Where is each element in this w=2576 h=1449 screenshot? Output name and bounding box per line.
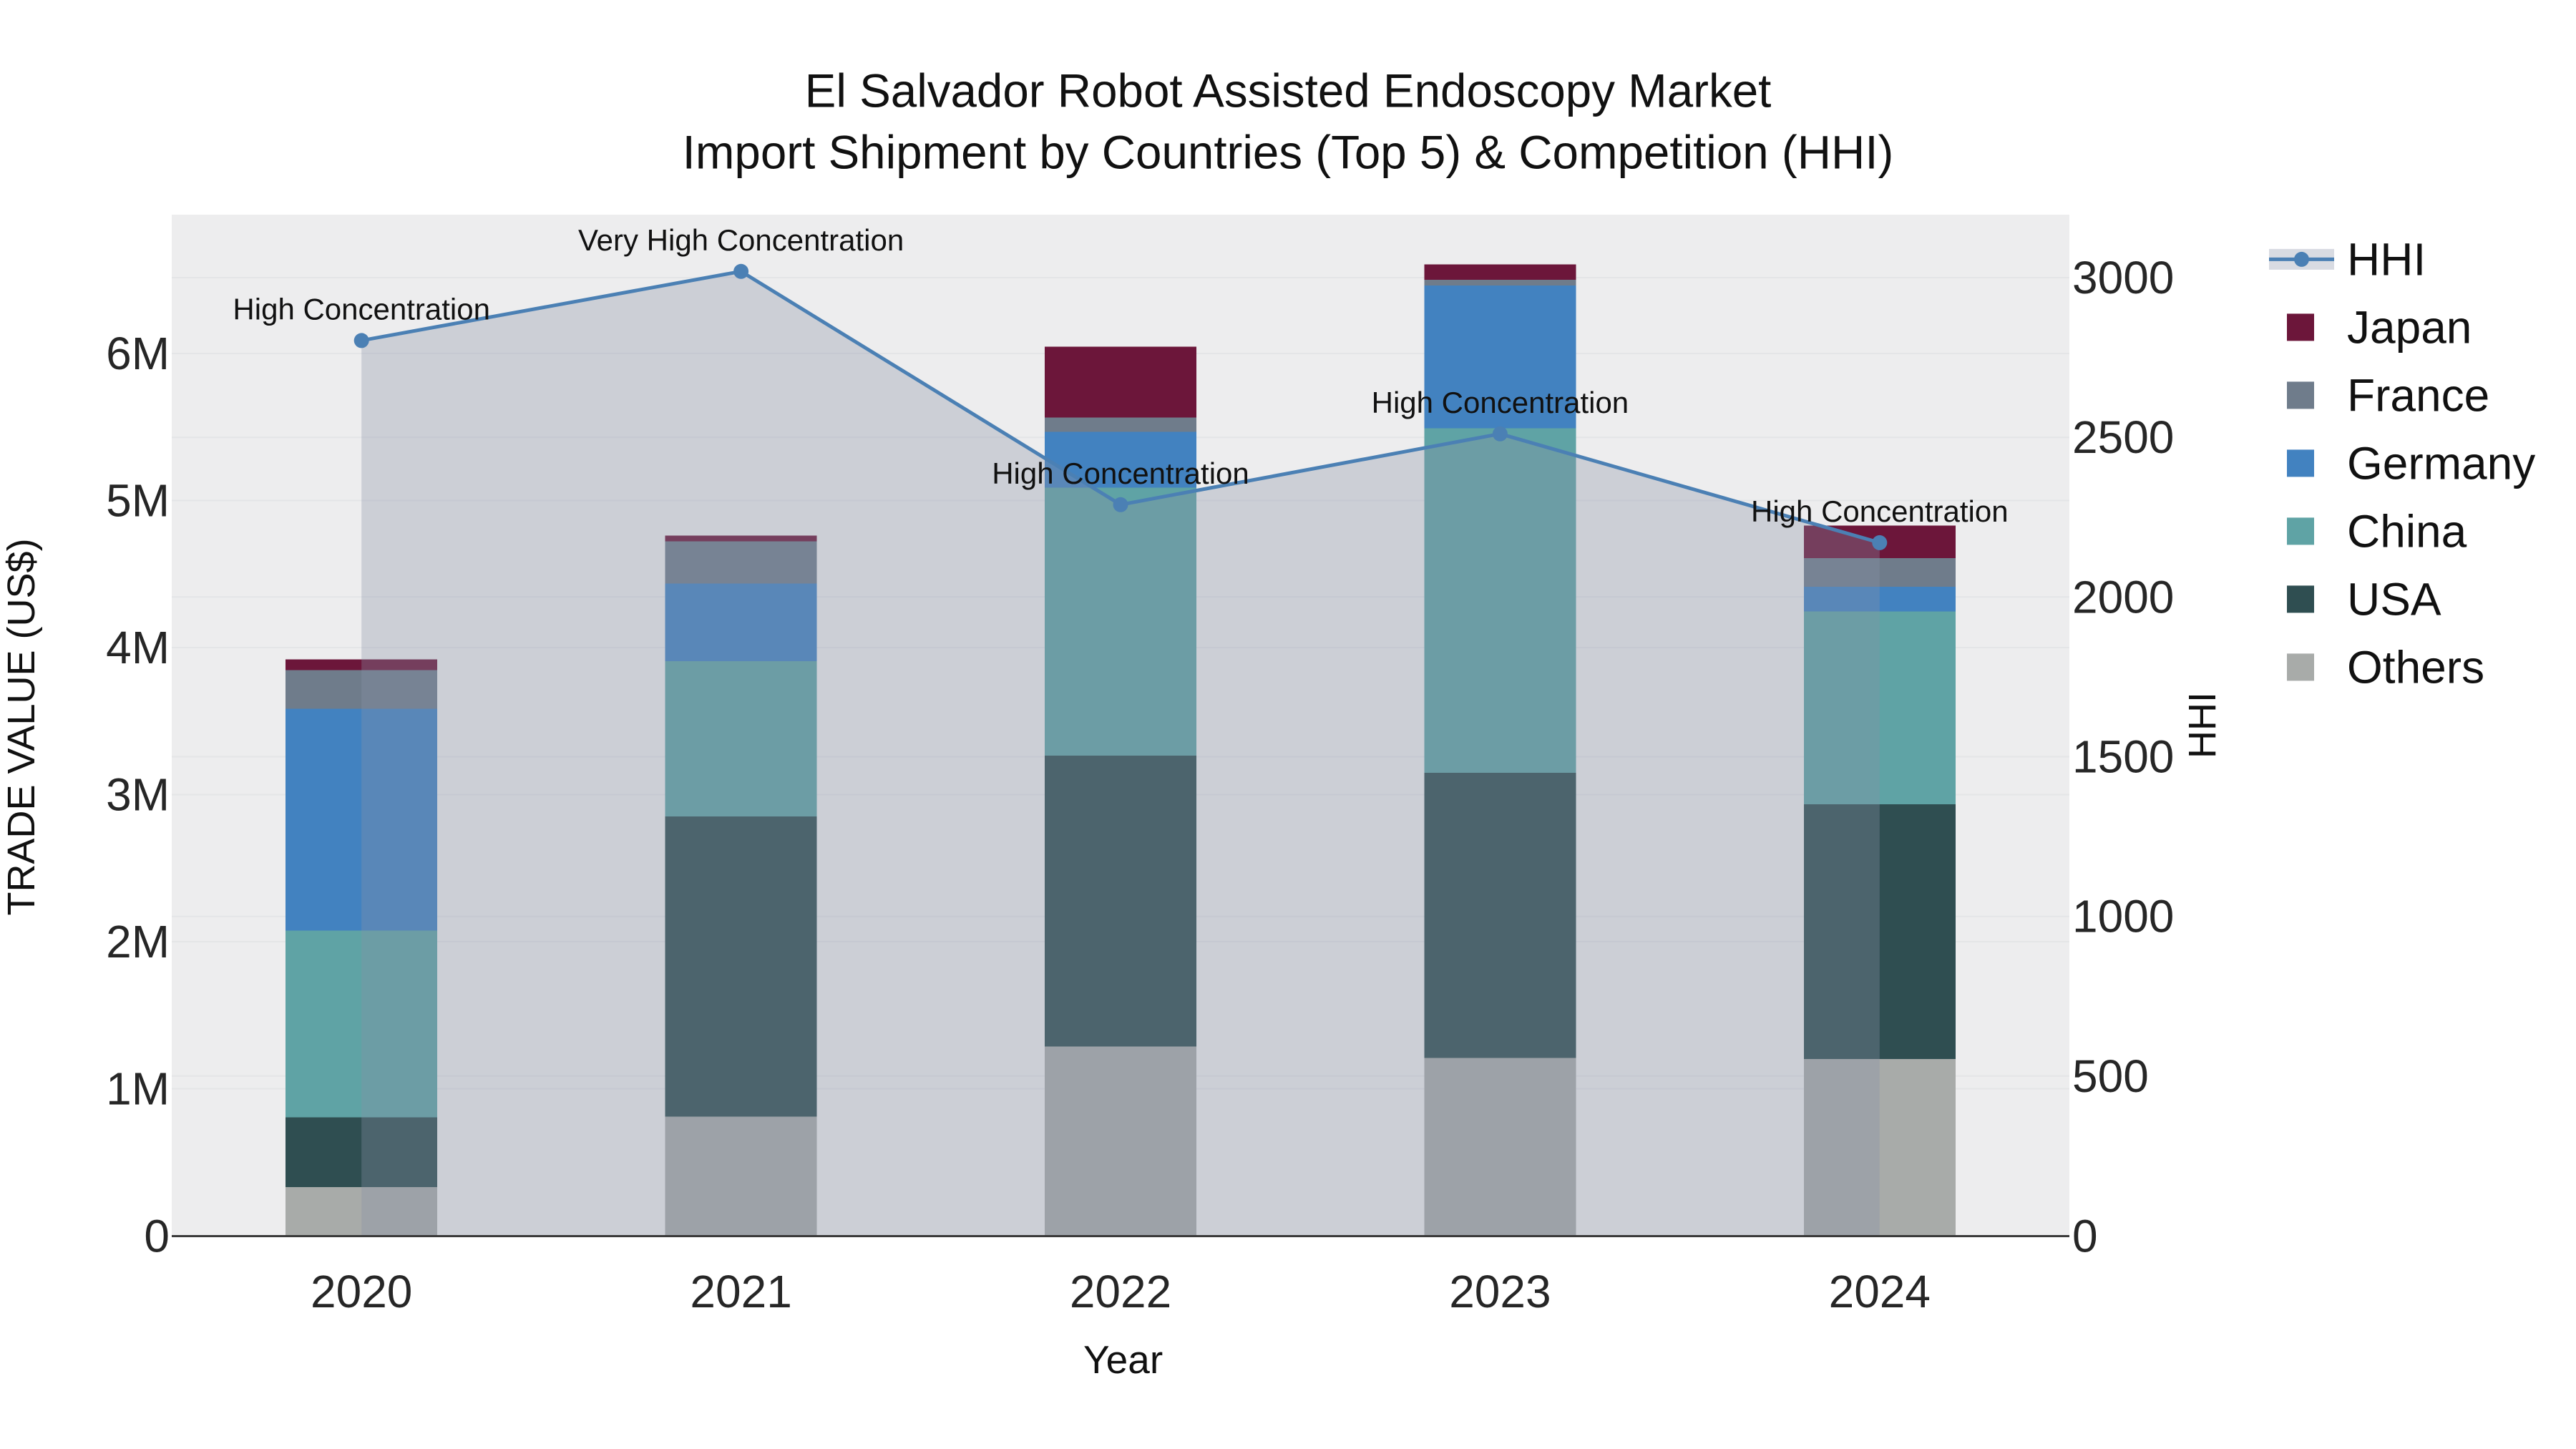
svg-text:2M: 2M <box>106 916 170 967</box>
svg-text:High Concentration: High Concentration <box>992 457 1249 490</box>
svg-text:0: 0 <box>144 1211 170 1262</box>
svg-text:3M: 3M <box>106 769 170 821</box>
svg-text:500: 500 <box>2072 1050 2149 1102</box>
svg-text:USA: USA <box>2347 573 2441 625</box>
svg-text:High Concentration: High Concentration <box>1372 386 1629 419</box>
svg-text:1M: 1M <box>106 1063 170 1115</box>
svg-text:2021: 2021 <box>690 1266 791 1317</box>
svg-text:0: 0 <box>2072 1211 2098 1262</box>
svg-text:5M: 5M <box>106 475 170 527</box>
svg-text:2023: 2023 <box>1449 1266 1551 1317</box>
svg-text:3000: 3000 <box>2072 252 2174 303</box>
svg-text:Japan: Japan <box>2347 301 2472 353</box>
svg-text:High Concentration: High Concentration <box>233 292 490 326</box>
svg-text:El Salvador Robot Assisted End: El Salvador Robot Assisted Endoscopy Mar… <box>805 64 1772 117</box>
svg-text:China: China <box>2347 505 2467 557</box>
svg-text:Others: Others <box>2347 641 2484 693</box>
svg-text:HHI: HHI <box>2347 233 2426 285</box>
svg-text:1500: 1500 <box>2072 731 2174 783</box>
svg-text:Very High Concentration: Very High Concentration <box>578 223 904 257</box>
svg-text:2022: 2022 <box>1070 1266 1171 1317</box>
svg-text:2000: 2000 <box>2072 571 2174 623</box>
svg-text:France: France <box>2347 369 2489 421</box>
svg-text:Germany: Germany <box>2347 437 2535 489</box>
svg-text:Year: Year <box>1083 1337 1163 1382</box>
svg-text:TRADE VALUE (US$): TRADE VALUE (US$) <box>0 538 43 915</box>
svg-text:2500: 2500 <box>2072 411 2174 463</box>
svg-text:2020: 2020 <box>311 1266 412 1317</box>
svg-text:HHI: HHI <box>2181 692 2224 758</box>
svg-text:Import Shipment by Countries (: Import Shipment by Countries (Top 5) & C… <box>683 126 1894 178</box>
svg-text:4M: 4M <box>106 622 170 673</box>
svg-text:6M: 6M <box>106 328 170 379</box>
svg-text:High Concentration: High Concentration <box>1751 494 2009 528</box>
svg-text:2024: 2024 <box>1829 1266 1931 1317</box>
svg-text:1000: 1000 <box>2072 891 2174 942</box>
